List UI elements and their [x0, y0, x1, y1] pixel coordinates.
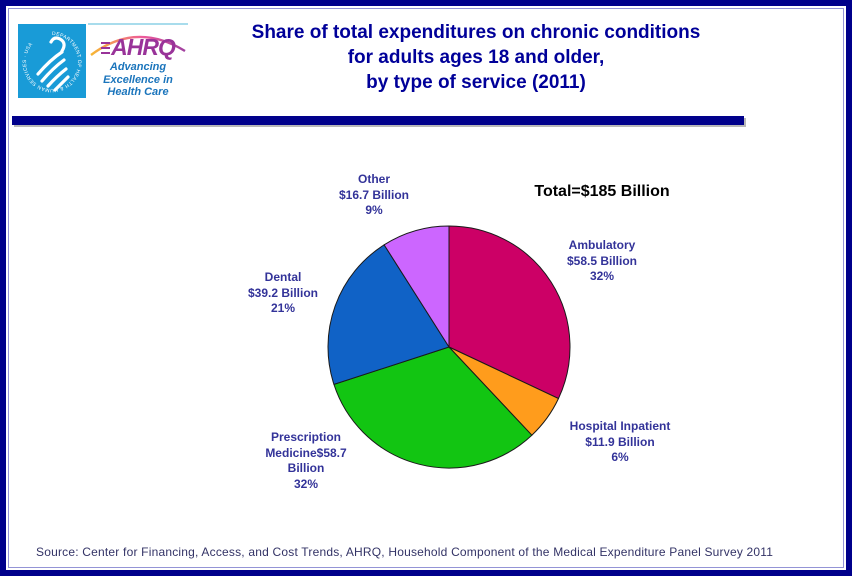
slice-label-dental: Dental $39.2 Billion 21%	[247, 270, 319, 315]
pie-slice-other	[383, 225, 450, 349]
ahrq-swoosh-icon	[90, 35, 186, 56]
ahrq-acronym-text: AHRQ	[111, 34, 176, 60]
page-title: Share of total expenditures on chronic c…	[251, 22, 701, 93]
pie-slice-prescription-medicine	[333, 346, 533, 469]
source-note: Source: Center for Financing, Access, an…	[36, 545, 774, 559]
header-divider	[12, 116, 744, 125]
slice-label-other: Other $16.7 Billion 9%	[338, 172, 410, 217]
ahrq-wordmark: AHRQ	[88, 35, 188, 59]
pie-slice-dental	[327, 244, 450, 386]
ahrq-speed-lines-icon	[101, 42, 111, 55]
pie-slice-ambulatory	[448, 225, 571, 400]
ahrq-tagline: Advancing Excellence in Health Care	[103, 61, 173, 98]
ahrq-logo: AHRQ Advancing Excellence in Health Care	[88, 23, 188, 103]
hhs-logo: DEPARTMENT OF HEALTH & HUMAN SERVICES · …	[18, 24, 86, 98]
hhs-eagle-icon	[36, 36, 70, 92]
pie-chart	[327, 225, 571, 469]
slice-label-ambulatory: Ambulatory $58.5 Billion 32%	[566, 238, 638, 283]
slice-label-hospital-inpatient: Hospital Inpatient $11.9 Billion 6%	[569, 419, 671, 464]
slice-label-prescription-medicine: Prescription Medicine$58.7 Billion 32%	[265, 430, 347, 491]
chart-total-label: Total=$185 Billion	[534, 183, 670, 200]
hhs-seal-graphic: DEPARTMENT OF HEALTH & HUMAN SERVICES · …	[22, 31, 82, 93]
